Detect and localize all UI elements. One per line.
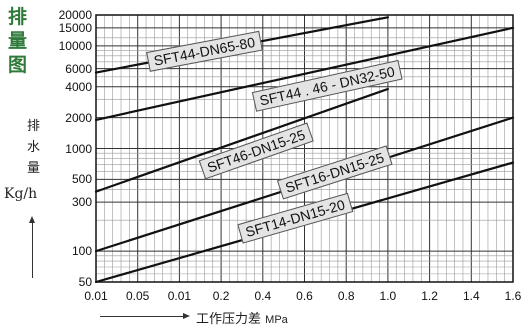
series-line: [94, 26, 515, 121]
y-tick-label: 50: [78, 275, 92, 289]
y-tick-label: 4000: [65, 79, 92, 94]
x-tick-label: 0.01: [167, 289, 192, 303]
x-tick-label: 0.2: [212, 289, 230, 303]
x-tick-label: 0.6: [296, 289, 313, 303]
y-tick-label: 300: [71, 195, 92, 210]
x-axis-label: 工作压力差 MPa: [196, 308, 288, 327]
x-axis-unit: MPa: [265, 314, 288, 326]
y-tick-label: 15000: [58, 20, 92, 35]
title-char: 排: [8, 6, 28, 28]
x-tick-label: 1.0: [379, 289, 397, 303]
x-tick-label: 0.4: [254, 289, 272, 303]
y-axis-unit: Kg/h: [4, 186, 38, 202]
series-line: [94, 87, 389, 193]
x-axis-arrow-icon: [100, 313, 190, 319]
x-tick-label: 1.4: [462, 289, 480, 303]
x-tick-label: 0.01: [84, 289, 108, 303]
y-tick-label: 500: [71, 172, 92, 187]
x-tick-label: 1.2: [421, 289, 438, 303]
y-tick-label: 1000: [65, 141, 92, 156]
y-axis-label-char: 水: [27, 140, 41, 155]
x-axis-label-text: 工作压力差: [196, 312, 262, 327]
y-axis-label-char: 排: [27, 119, 41, 134]
x-tick-label: 1.6: [504, 289, 521, 303]
title-char: 图: [8, 54, 28, 76]
y-tick-label: 100: [71, 244, 92, 259]
x-tick-label: 0.05: [126, 289, 150, 303]
y-tick-label: 10000: [58, 38, 92, 53]
y-tick-label: 6000: [65, 61, 92, 76]
y-tick-label: 20000: [58, 8, 92, 22]
title-char: 量: [8, 30, 28, 52]
y-tick-label: 2000: [65, 110, 92, 125]
y-axis-label-char: 量: [27, 161, 41, 176]
y-axis-arrow-icon: [29, 216, 35, 278]
plot-frame: [95, 14, 514, 283]
x-tick-label: 0.8: [337, 289, 355, 303]
